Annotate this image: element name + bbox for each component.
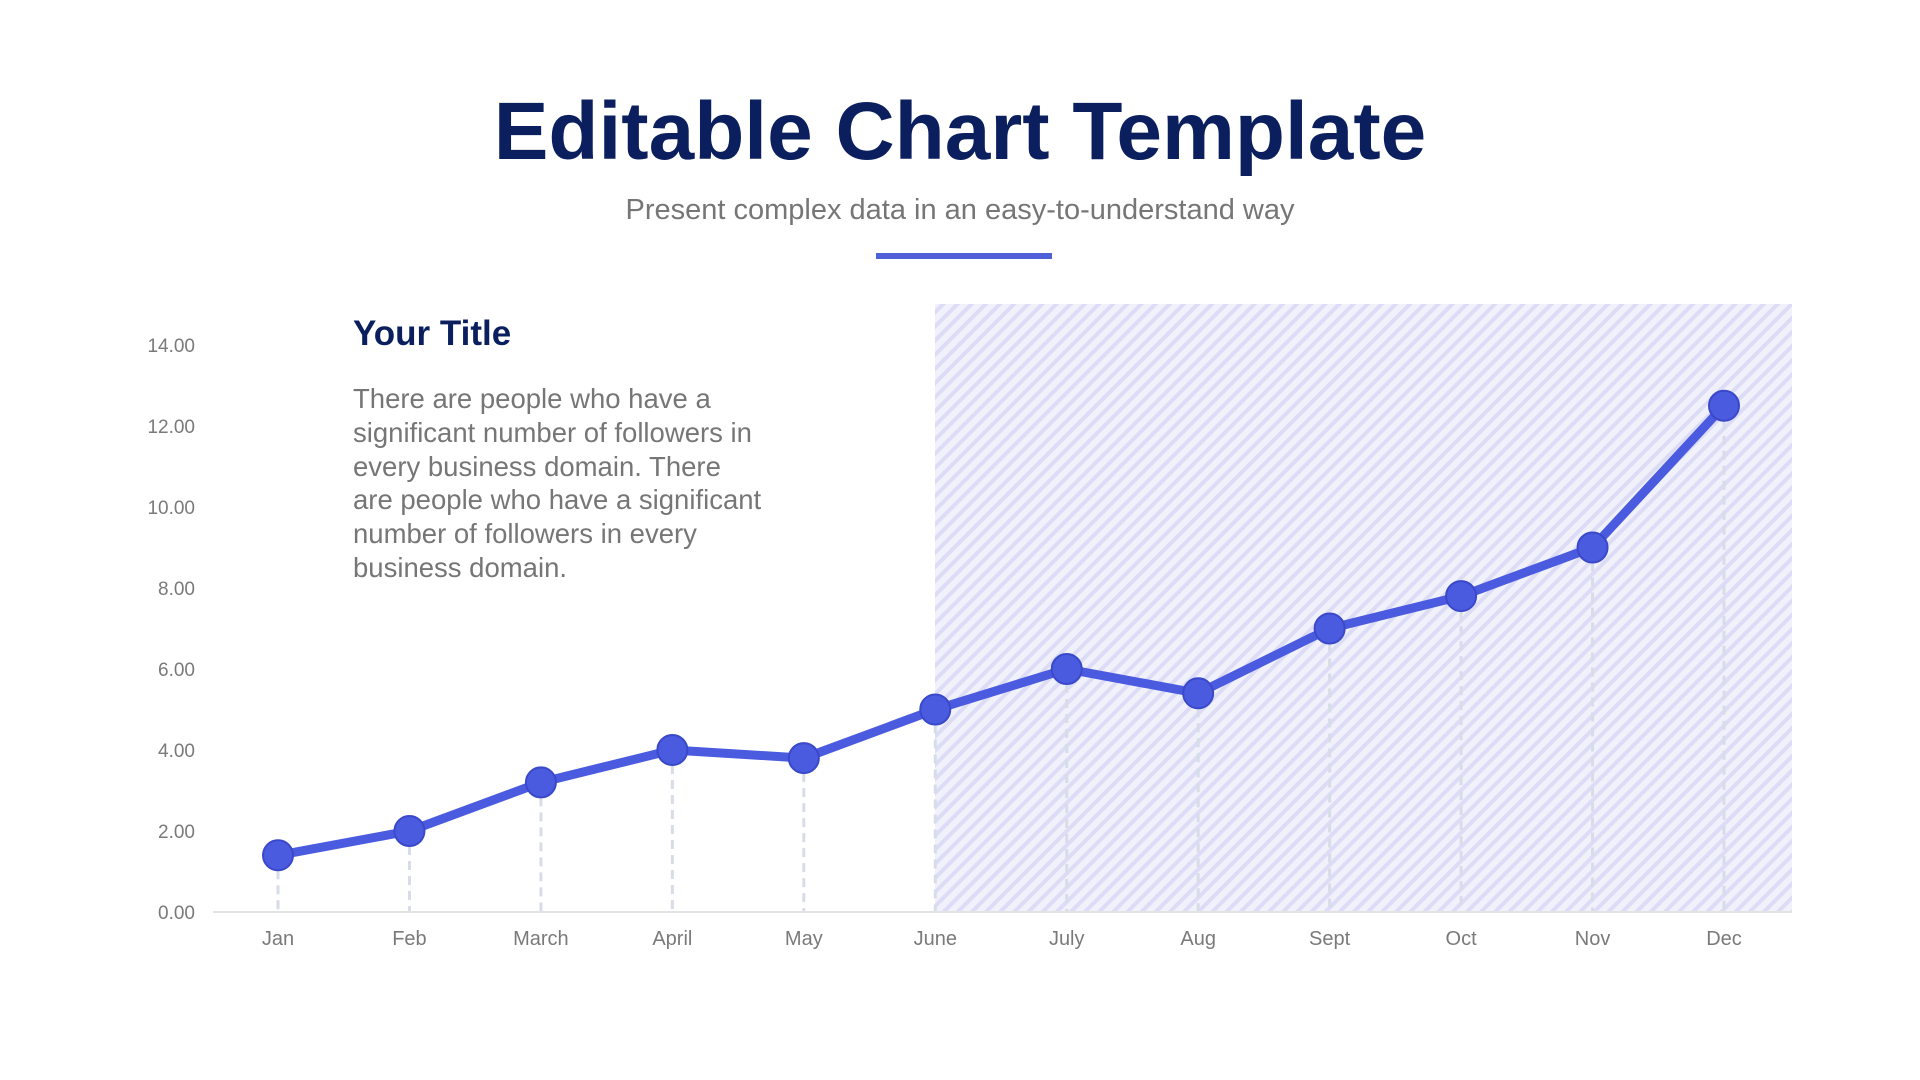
data-point-marker [1050, 653, 1083, 685]
data-markers [262, 389, 1740, 872]
drop-lines [276, 405, 1726, 912]
y-tick-label: 6.00 [158, 660, 195, 681]
data-point-marker [656, 734, 689, 766]
x-tick-label: Feb [392, 928, 426, 950]
y-tick-label: 4.00 [158, 741, 195, 762]
data-point-marker [524, 766, 557, 799]
y-tick-label: 2.00 [158, 822, 195, 843]
x-tick-label: Nov [1575, 928, 1611, 950]
data-point-marker [919, 693, 952, 726]
x-tick-label: Dec [1706, 928, 1742, 950]
data-line [273, 401, 1729, 860]
data-point-marker [262, 839, 294, 872]
x-tick-label: June [914, 928, 957, 950]
x-tick-label: Sept [1309, 928, 1351, 950]
x-axis-ticks: Jan Feb March April May June July Aug Sept Oct Nov… [262, 928, 1742, 950]
data-point-marker [1576, 531, 1609, 564]
page-title: Editable Chart Template [493, 86, 1427, 177]
card-title: Your Title [353, 314, 512, 353]
data-point-marker [787, 742, 820, 775]
y-tick-label: 8.00 [158, 579, 195, 600]
data-point-marker [1313, 612, 1346, 645]
data-point-marker [1708, 389, 1740, 422]
data-point-marker [393, 815, 426, 847]
x-tick-label: Oct [1446, 928, 1478, 950]
data-point-marker [1445, 580, 1478, 613]
data-point-marker [1182, 677, 1215, 710]
y-tick-label: 14.00 [147, 336, 195, 357]
x-tick-label: Jan [262, 928, 294, 950]
x-tick-label: Aug [1180, 928, 1216, 950]
card-body-text: There are people who have a significant … [353, 383, 762, 583]
highlight-region [935, 304, 1792, 912]
x-tick-label: May [785, 928, 823, 950]
y-axis-ticks: 0.00 2.00 4.00 6.00 8.00 10.00 12.00 14.00 [147, 336, 195, 924]
x-tick-label: April [652, 928, 692, 950]
page-subtitle: Present complex data in an easy-to-under… [625, 194, 1295, 226]
x-tick-label: March [513, 928, 569, 950]
title-accent-divider [876, 253, 1052, 259]
y-tick-label: 0.00 [158, 903, 195, 924]
x-tick-label: July [1049, 928, 1085, 950]
y-tick-label: 12.00 [147, 417, 195, 438]
y-tick-label: 10.00 [147, 498, 195, 519]
